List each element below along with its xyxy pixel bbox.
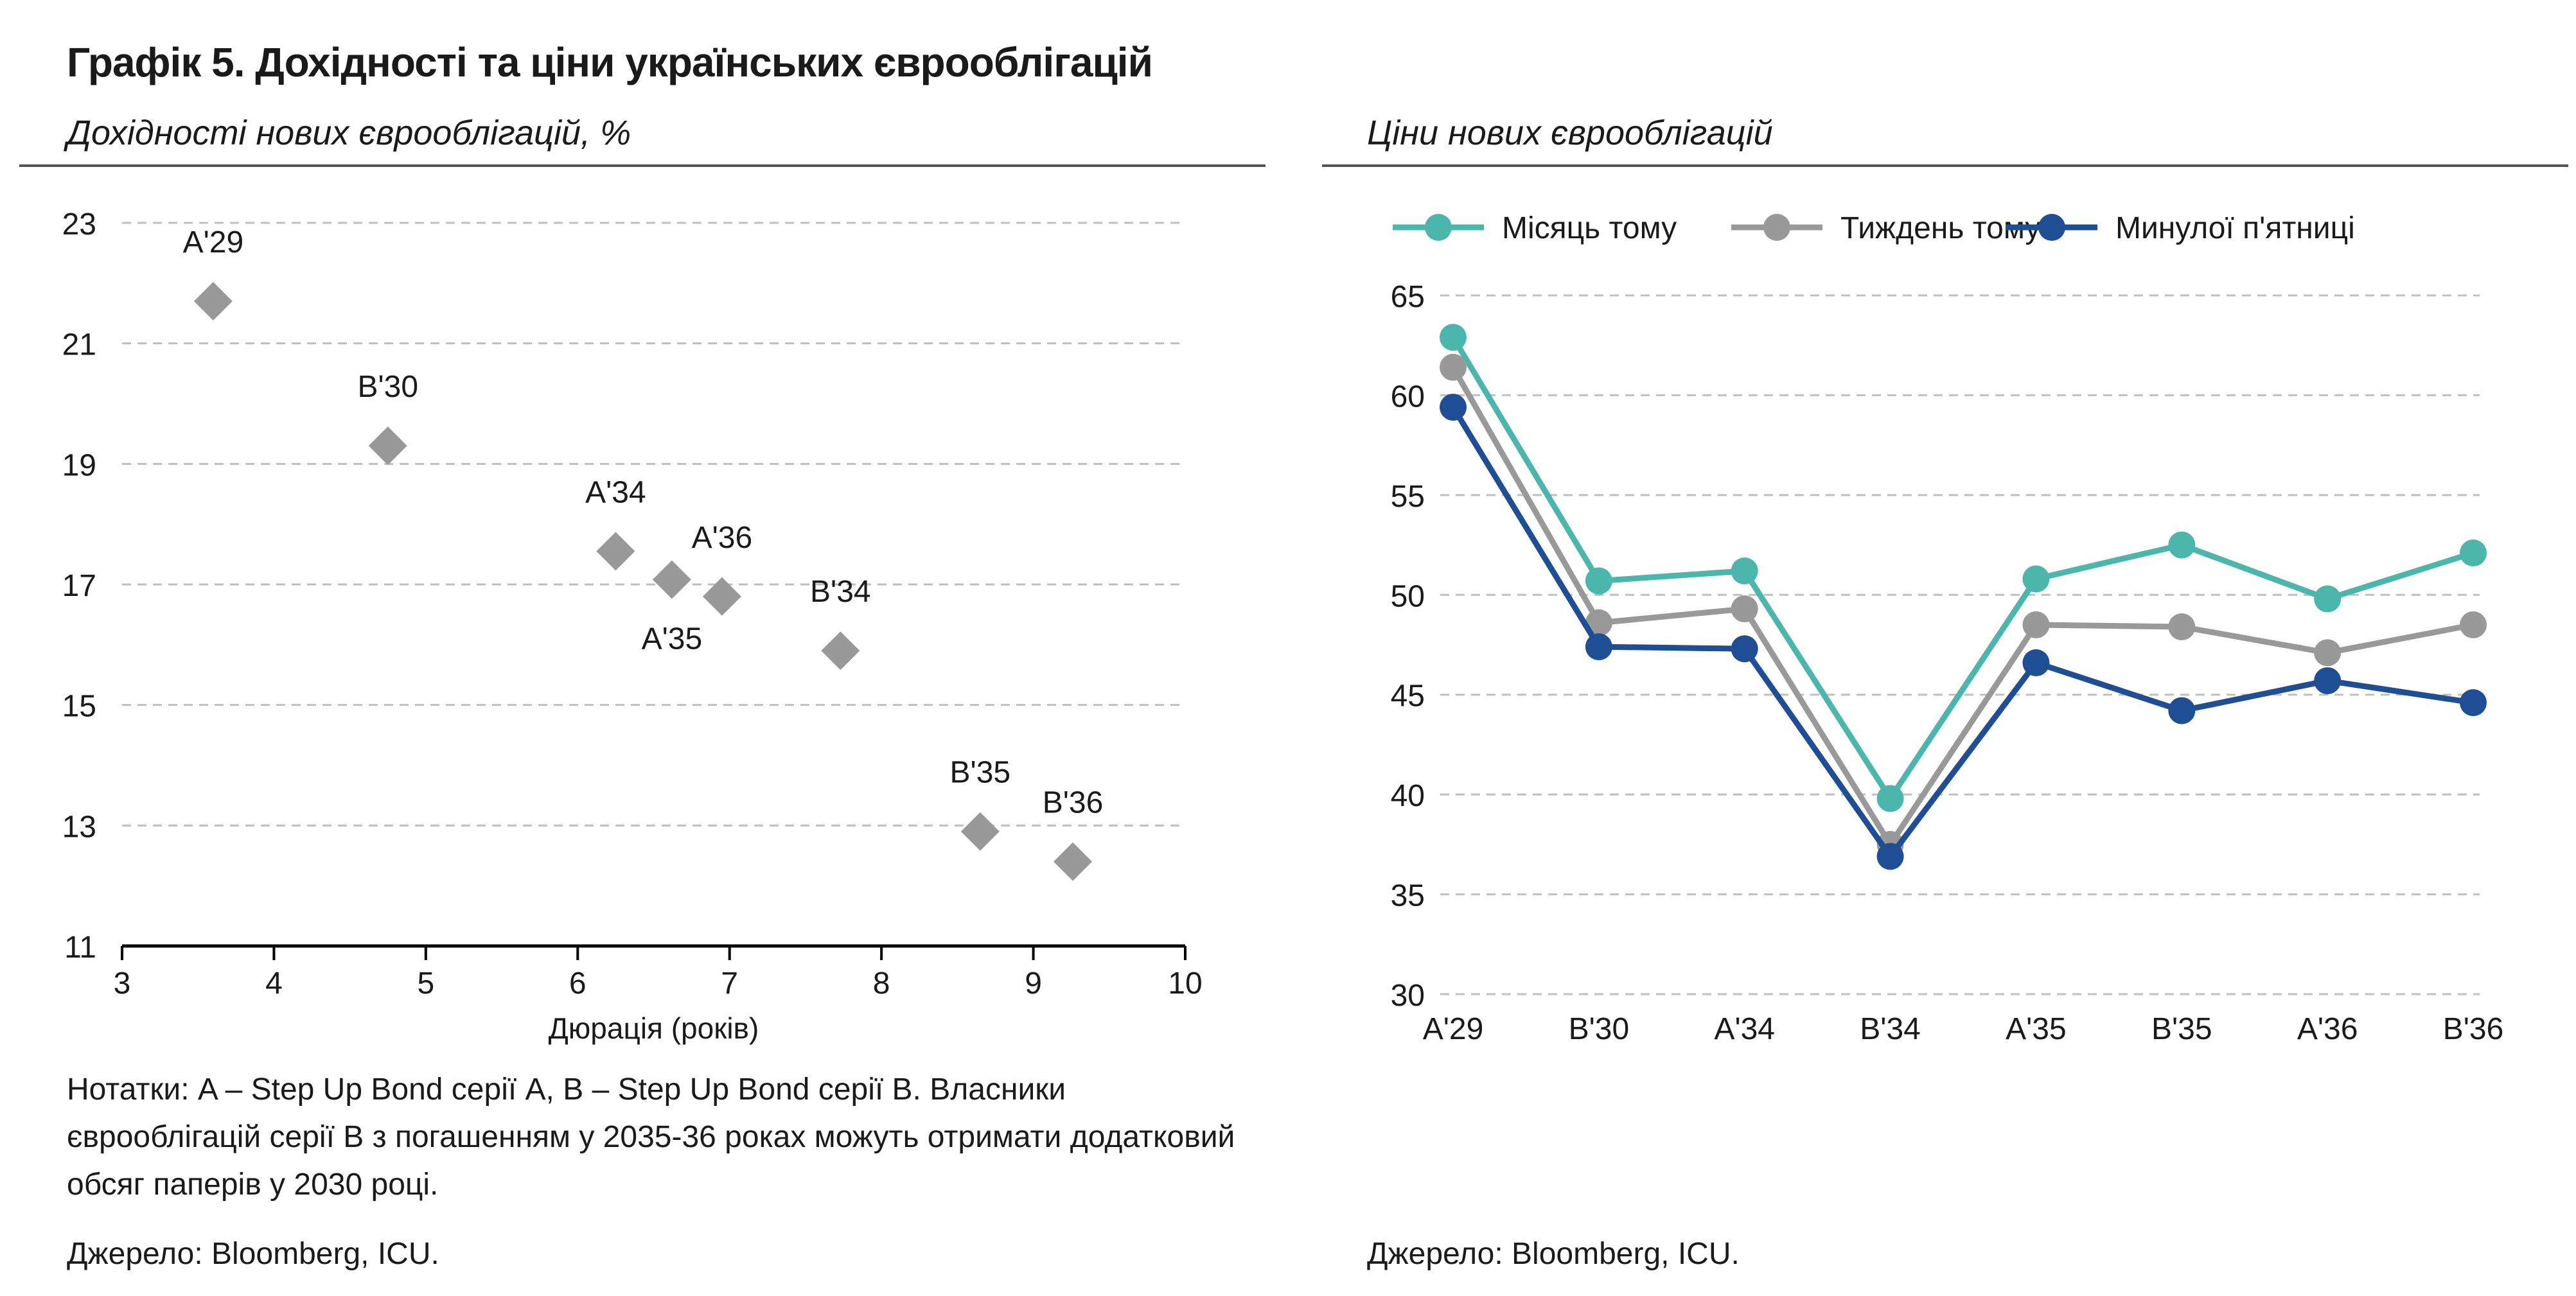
legend-label-3: Минулої п'ятниці	[2115, 211, 2355, 245]
line-x-tick-label: B'34	[1860, 1012, 1921, 1046]
line-x-tick-label: B'36	[2443, 1012, 2504, 1046]
line-point	[2022, 649, 2050, 676]
line-y-tick-label: 45	[1391, 679, 1425, 714]
scatter-y-tick-label: 21	[62, 328, 96, 362]
legend-marker-1	[1425, 214, 1452, 241]
line-y-tick-label: 55	[1391, 480, 1425, 514]
scatter-y-tick-label: 13	[62, 810, 96, 844]
source-left: Джерело: Bloomberg, ICU.	[67, 1237, 439, 1271]
scatter-point-label: A'29	[183, 225, 244, 259]
line-point	[1731, 635, 1758, 663]
legend-label-1: Місяць тому	[1502, 211, 1677, 245]
line-point	[1731, 557, 1758, 584]
scatter-x-tick-label: 7	[721, 967, 738, 1001]
scatter-point	[193, 281, 233, 320]
source-right: Джерело: Bloomberg, ICU.	[1367, 1237, 1740, 1271]
line-point	[2460, 611, 2487, 638]
line-point	[1731, 595, 1758, 623]
legend-marker-2	[1763, 214, 1790, 241]
line-y-tick-label: 60	[1391, 380, 1425, 414]
line-y-tick-label: 50	[1391, 579, 1425, 613]
line-point	[2168, 697, 2196, 724]
line-y-tick-label: 30	[1391, 979, 1425, 1013]
scatter-point-label: B'35	[950, 756, 1011, 790]
line-point	[2314, 585, 2342, 613]
line-x-tick-label: A'34	[1714, 1012, 1775, 1046]
figure-title: Графік 5. Дохідності та ціни українських…	[67, 39, 1153, 85]
right-header-rule	[1322, 164, 2568, 167]
scatter-point-label: B'36	[1043, 786, 1104, 820]
line-point	[1876, 785, 1904, 812]
line-series-2	[1451, 365, 2474, 848]
scatter-x-tick-label: 3	[114, 967, 131, 1001]
line-point	[2168, 531, 2196, 559]
line-y-tick-label: 65	[1391, 280, 1425, 314]
scatter-y-tick-label: 19	[62, 448, 96, 482]
scatter-y-tick-label: 23	[62, 207, 96, 241]
line-point	[2022, 565, 2050, 593]
scatter-point	[821, 631, 860, 670]
scatter-x-tick-label: 10	[1168, 967, 1202, 1001]
line-point	[2022, 611, 2050, 638]
line-point	[2314, 667, 2342, 694]
scatter-point	[1054, 842, 1093, 881]
line-x-tick-label: B'30	[1569, 1012, 1630, 1046]
line-point	[2460, 689, 2487, 717]
scatter-point-label: A'34	[585, 475, 646, 509]
left-header-rule	[19, 164, 1266, 167]
scatter-x-axis-title: Дюрація (років)	[549, 1011, 759, 1045]
legend-marker-3	[2038, 214, 2065, 241]
scatter-x-tick-label: 4	[265, 967, 283, 1001]
scatter-y-tick-label: 11	[64, 931, 96, 965]
line-point	[1585, 567, 1612, 595]
scatter-point-label: A'36	[692, 521, 753, 555]
line-point	[2460, 539, 2487, 567]
line-series-1	[1451, 335, 2475, 801]
scatter-point	[702, 577, 741, 616]
scatter-x-tick-label: 9	[1025, 967, 1042, 1001]
line-point	[1440, 353, 1467, 381]
line-y-tick-label: 35	[1391, 879, 1425, 913]
line-point	[1440, 324, 1467, 351]
line-y-tick-label: 40	[1391, 779, 1425, 813]
scatter-point	[652, 560, 691, 599]
line-x-tick-label: B'35	[2151, 1012, 2212, 1046]
line-point	[1440, 394, 1467, 421]
scatter-y-tick-label: 17	[62, 569, 96, 603]
scatter-x-tick-label: 5	[418, 967, 435, 1001]
line-series-3	[1451, 405, 2474, 860]
line-x-tick-label: A'29	[1423, 1012, 1484, 1046]
line-point	[1876, 843, 1904, 870]
line-point	[2314, 639, 2342, 667]
scatter-point	[960, 812, 1000, 851]
scatter-point	[596, 532, 635, 571]
chart-notes: Нотатки: A – Step Up Bond серії A, B – S…	[67, 1073, 1235, 1202]
scatter-point-label: A'35	[642, 622, 703, 656]
scatter-point-label: B'30	[357, 370, 418, 404]
line-point	[2168, 613, 2196, 641]
line-x-tick-label: A'35	[2006, 1012, 2067, 1046]
scatter-y-tick-label: 15	[62, 690, 96, 724]
scatter-point	[368, 426, 407, 466]
line-point	[1585, 633, 1612, 661]
scatter-x-tick-label: 8	[873, 967, 890, 1001]
scatter-chart-subtitle: Дохідності нових єврооблігацій, %	[67, 114, 631, 152]
line-point	[1585, 609, 1612, 636]
line-x-tick-label: A'36	[2297, 1012, 2358, 1046]
scatter-point-label: B'34	[810, 575, 871, 609]
line-chart-subtitle: Ціни нових єврооблігацій	[1367, 114, 1773, 152]
scatter-x-tick-label: 6	[569, 967, 587, 1001]
